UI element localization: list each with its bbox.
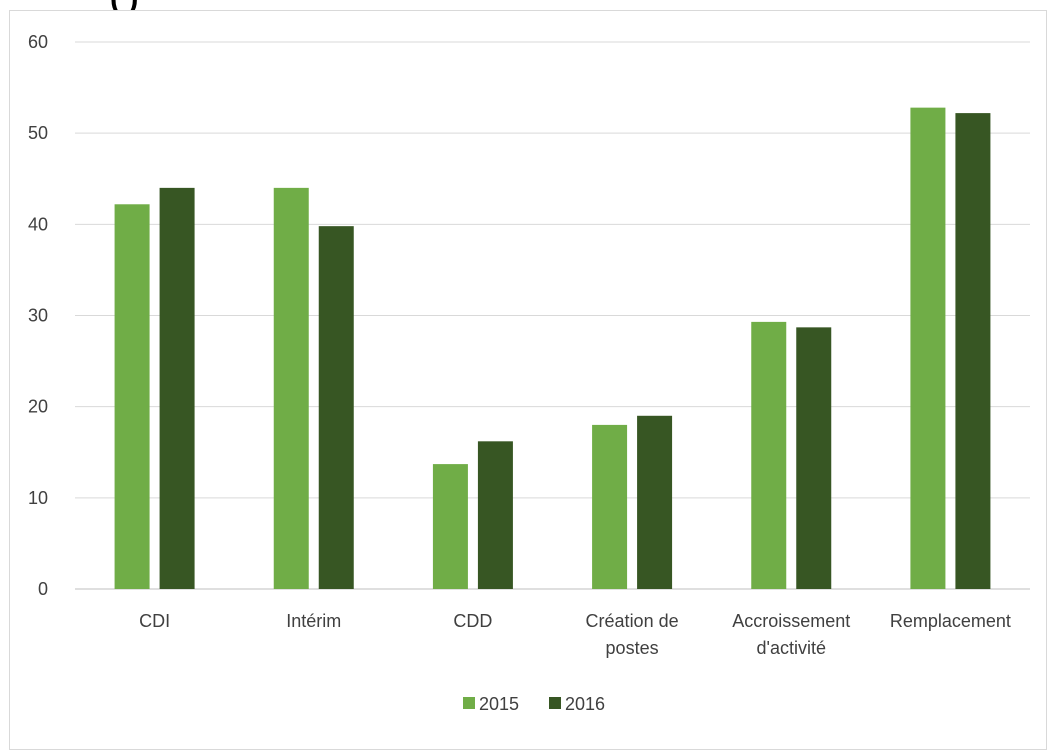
bar-2015-3 [592, 424, 628, 589]
y-tick-label: 60 [28, 32, 48, 52]
x-tick-label: Création de postes [586, 611, 679, 658]
bar-2016-5 [955, 113, 991, 590]
x-tick-label: Remplacement [890, 611, 1011, 631]
y-axis-ticks: 0 10 20 30 40 50 60 [28, 32, 48, 599]
y-tick-label: 0 [38, 579, 48, 599]
legend: 2015 2016 [463, 694, 605, 714]
bar-2015-2 [432, 464, 468, 589]
x-axis-labels: CDI Intérim CDD Création de postes Accroissem… [139, 611, 1011, 658]
legend-label-2015: 2015 [479, 694, 519, 714]
y-tick-label: 40 [28, 214, 48, 234]
bar-2016-4 [796, 327, 832, 589]
y-tick-label: 10 [28, 488, 48, 508]
legend-label-2016: 2016 [565, 694, 605, 714]
y-tick-label: 50 [28, 123, 48, 143]
chart-title: ( ) [110, 0, 138, 10]
x-tick-label: CDI [139, 611, 170, 631]
bar-2015-5 [910, 107, 946, 589]
bar-2015-0 [114, 204, 150, 589]
bar-2015-1 [273, 187, 309, 589]
bar-2016-3 [637, 415, 673, 589]
bar-2015-4 [751, 321, 787, 589]
bar-2016-1 [318, 226, 354, 589]
x-tick-label: CDD [453, 611, 492, 631]
bar-2016-2 [477, 441, 513, 589]
y-tick-label: 30 [28, 306, 48, 326]
bar-series [114, 107, 991, 590]
x-tick-label: Accroissement d'activité [732, 611, 850, 658]
x-tick-label: Intérim [286, 611, 341, 631]
legend-swatch-2016 [549, 697, 561, 709]
gridlines [75, 41, 1030, 590]
bar-2016-0 [159, 187, 195, 589]
y-tick-label: 20 [28, 397, 48, 417]
bar-chart: 0 10 20 30 40 50 60 CDI Intérim CDD Création de po… [28, 32, 1030, 714]
legend-swatch-2015 [463, 697, 475, 709]
